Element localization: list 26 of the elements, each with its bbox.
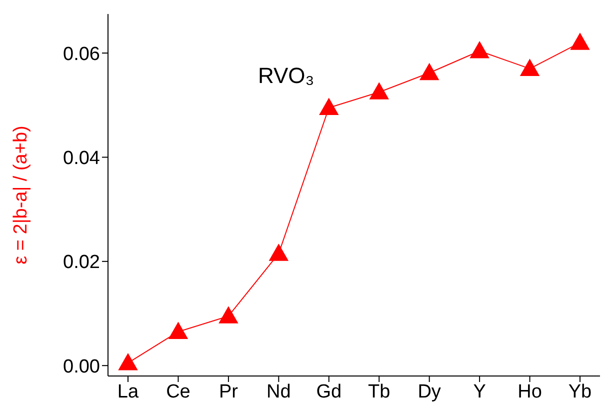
x-tick-label: Yb — [568, 381, 592, 402]
point — [520, 59, 540, 76]
point — [118, 353, 138, 370]
point — [168, 322, 188, 339]
x-tick-label: Dy — [418, 381, 442, 402]
point — [370, 82, 389, 100]
x-tick-label: Ce — [166, 381, 190, 402]
x-tick-label: Nd — [266, 381, 291, 402]
point — [420, 63, 439, 80]
y-tick-label: 0.00 — [63, 356, 100, 378]
x-tick-label: Ho — [518, 381, 542, 402]
x-tick-label: Tb — [368, 381, 390, 402]
point — [570, 33, 590, 50]
y-tick-label: 0.02 — [63, 252, 100, 274]
x-tick-label: La — [117, 381, 139, 402]
y-tick-label: 0.06 — [63, 44, 100, 65]
point — [470, 41, 490, 58]
point — [218, 306, 238, 324]
point — [269, 244, 288, 261]
x-tick-label: Pr — [218, 381, 239, 402]
y-axis-title: ε = 2|b-a| / (a+b) — [10, 126, 32, 264]
y-tick-label: 0.04 — [63, 148, 100, 169]
x-tick-label: Gd — [316, 381, 342, 402]
x-tick-label: Y — [473, 381, 486, 402]
point — [319, 98, 338, 116]
annotation: RVO₃ — [258, 63, 314, 89]
